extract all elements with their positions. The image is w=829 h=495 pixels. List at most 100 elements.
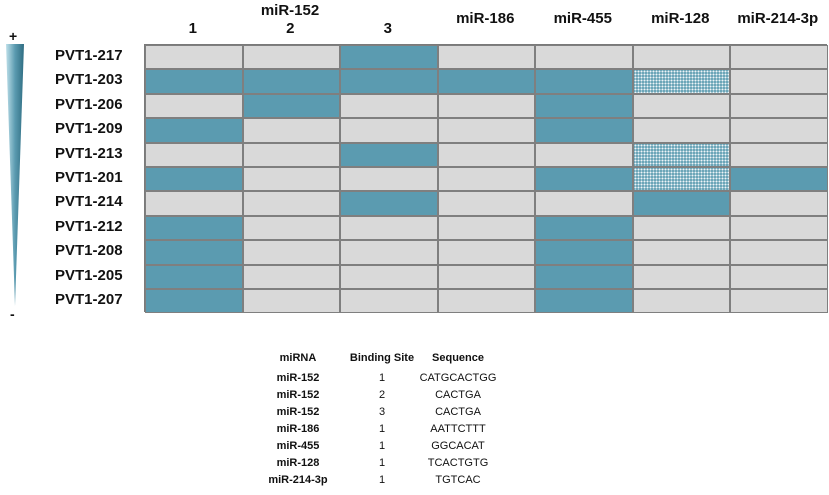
scale-minus-label: - xyxy=(10,306,15,322)
grid-cell-empty xyxy=(340,240,438,265)
grid-cell-filled xyxy=(535,215,633,241)
binding-table-header-0: miRNA xyxy=(279,352,317,364)
grid-cell-filled xyxy=(145,289,243,314)
grid-cell-empty xyxy=(437,264,535,289)
column-header-0: 1 xyxy=(188,20,197,37)
grid-cell-empty xyxy=(632,215,730,241)
grid-cell-dotted xyxy=(632,69,730,94)
grid-cell-empty xyxy=(632,118,730,143)
grid-cell-empty xyxy=(340,167,438,192)
grid-cell-empty xyxy=(437,167,535,192)
grid-cell-filled xyxy=(145,118,243,143)
binding-table-cell: 3 xyxy=(378,406,386,418)
binding-table-cell: miR-152 xyxy=(276,389,320,401)
grid-cell-dotted xyxy=(632,142,730,167)
binding-table-cell: miR-152 xyxy=(276,406,320,418)
binding-table-cell: CACTGA xyxy=(435,406,481,418)
binding-table-cell: 2 xyxy=(378,389,386,401)
grid-cell-empty xyxy=(632,289,730,314)
binding-table-cell: miR-214-3p xyxy=(268,474,328,486)
grid-cell-filled xyxy=(242,93,340,119)
grid-cell-filled xyxy=(145,69,243,94)
grid-cell-empty xyxy=(340,215,438,241)
binding-table-cell: miR-128 xyxy=(276,457,320,469)
grid-cell-empty xyxy=(242,118,340,143)
grid-cell-empty xyxy=(242,289,340,314)
grid-cell-empty xyxy=(730,215,828,241)
grid-cell-filled xyxy=(340,191,438,216)
grid-cell-empty xyxy=(145,45,243,70)
grid-cell-empty xyxy=(242,240,340,265)
grid-cell-filled xyxy=(437,69,535,94)
grid-cell-filled xyxy=(730,167,828,192)
row-label: PVT1-212 xyxy=(55,217,123,235)
binding-table-cell: miR-186 xyxy=(276,423,320,435)
grid-cell-empty xyxy=(242,215,340,241)
binding-table-cell: 1 xyxy=(378,457,386,469)
expression-gradient-bar xyxy=(6,44,24,306)
grid-cell-empty xyxy=(632,240,730,265)
grid-cell-dotted xyxy=(632,167,730,192)
row-label: PVT1-206 xyxy=(55,95,123,113)
binding-table-cell: miR-152 xyxy=(276,372,320,384)
grid-cell-filled xyxy=(145,215,243,241)
binding-table-cell: AATTCTTT xyxy=(430,423,486,435)
grid-cell-filled xyxy=(340,45,438,70)
row-label: PVT1-201 xyxy=(55,169,123,186)
grid-cell-filled xyxy=(340,142,438,167)
binding-table-cell: 1 xyxy=(378,423,386,435)
grid-cell-empty xyxy=(145,142,243,167)
grid-cell-empty xyxy=(730,69,828,94)
binding-site-grid xyxy=(144,44,828,314)
grid-cell-filled xyxy=(535,264,633,289)
column-header-2: 3 xyxy=(383,20,392,37)
grid-cell-filled xyxy=(535,69,633,94)
column-header-3: miR-186 xyxy=(456,10,515,27)
grid-cell-empty xyxy=(437,215,535,241)
binding-table-cell: CATGCACTGG xyxy=(419,372,497,384)
binding-table-cell: TCACTGTG xyxy=(427,457,489,469)
grid-cell-empty xyxy=(340,93,438,119)
grid-cell-empty xyxy=(437,45,535,70)
binding-table-cell: 1 xyxy=(378,474,386,486)
grid-cell-empty xyxy=(730,191,828,216)
grid-cell-empty xyxy=(730,45,828,70)
grid-cell-filled xyxy=(242,69,340,94)
grid-cell-empty xyxy=(632,264,730,289)
mir-152-group-header: miR-152 xyxy=(260,2,320,19)
grid-cell-empty xyxy=(145,93,243,119)
grid-cell-empty xyxy=(145,191,243,216)
grid-cell-empty xyxy=(242,45,340,70)
grid-cell-empty xyxy=(437,191,535,216)
scale-plus-label: + xyxy=(9,28,18,44)
row-label: PVT1-209 xyxy=(55,120,123,138)
grid-cell-filled xyxy=(535,118,633,143)
binding-table-header-1: Binding Site xyxy=(349,352,415,364)
grid-cell-filled xyxy=(340,69,438,94)
grid-cell-empty xyxy=(730,289,828,314)
grid-cell-empty xyxy=(730,142,828,167)
grid-cell-empty xyxy=(242,191,340,216)
column-header-4: miR-455 xyxy=(553,10,612,27)
grid-cell-empty xyxy=(340,118,438,143)
grid-cell-filled xyxy=(632,191,730,216)
row-label: PVT1-213 xyxy=(55,144,123,162)
grid-cell-empty xyxy=(730,240,828,265)
column-header-1: 2 xyxy=(286,20,295,37)
grid-cell-empty xyxy=(535,142,633,167)
grid-cell-empty xyxy=(242,142,340,167)
binding-table-cell: GGCACAT xyxy=(431,440,485,452)
grid-cell-empty xyxy=(437,240,535,265)
row-label: PVT1-214 xyxy=(55,193,123,211)
column-header-6: miR-214-3p xyxy=(737,10,819,27)
binding-table-header-2: Sequence xyxy=(432,352,484,364)
grid-cell-empty xyxy=(730,264,828,289)
grid-cell-empty xyxy=(437,93,535,119)
grid-cell-filled xyxy=(535,93,633,119)
grid-cell-empty xyxy=(340,264,438,289)
row-label: PVT1-203 xyxy=(55,71,123,89)
binding-table-cell: miR-455 xyxy=(276,440,320,452)
grid-cell-empty xyxy=(730,93,828,119)
grid-cell-filled xyxy=(535,167,633,192)
grid-cell-empty xyxy=(437,118,535,143)
